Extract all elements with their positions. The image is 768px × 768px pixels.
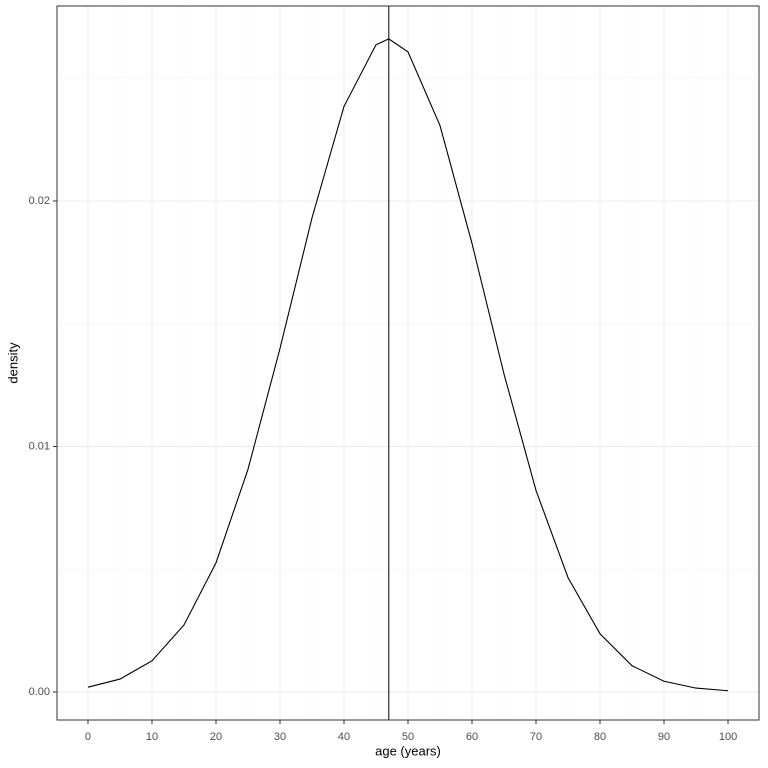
x-tick-label: 90 <box>658 731 670 743</box>
x-tick-label: 100 <box>719 731 737 743</box>
x-tick-label: 50 <box>402 731 414 743</box>
x-axis-title: age (years) <box>375 743 441 758</box>
y-tick-label: 0.01 <box>29 440 50 452</box>
x-tick-label: 30 <box>274 731 286 743</box>
x-tick-label: 80 <box>594 731 606 743</box>
x-tick-label: 0 <box>85 731 91 743</box>
y-tick-label: 0.00 <box>29 686 50 698</box>
panel-border <box>56 5 760 721</box>
x-tick-label: 10 <box>146 731 158 743</box>
y-axis-title: density <box>5 342 20 384</box>
x-tick-label: 60 <box>466 731 478 743</box>
x-tick-label: 70 <box>530 731 542 743</box>
x-tick-label: 40 <box>338 731 350 743</box>
y-tick-label: 0.02 <box>29 195 50 207</box>
x-tick-label: 20 <box>210 731 222 743</box>
density-line <box>87 38 729 692</box>
